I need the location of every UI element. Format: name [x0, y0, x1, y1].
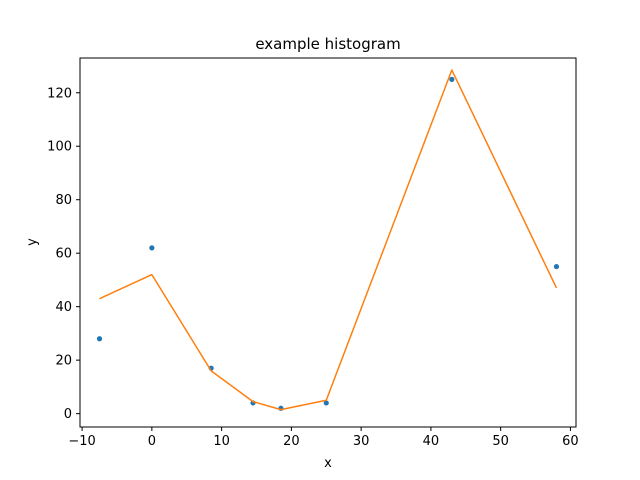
- y-axis-label: y: [25, 238, 40, 246]
- y-tick-label: 20: [55, 354, 72, 369]
- line-series-1: [99, 69, 558, 411]
- x-tick-label: 20: [283, 434, 300, 449]
- x-tick-label: 30: [353, 434, 370, 449]
- plot-area: [96, 69, 560, 411]
- y-tick-label: 40: [55, 300, 72, 315]
- scatter-point: [449, 76, 455, 82]
- x-tick-label: 60: [562, 434, 579, 449]
- y-tick-label: 120: [47, 86, 72, 101]
- y-tick-label: 0: [64, 407, 72, 422]
- scatter-point: [323, 400, 329, 406]
- axes-frame: [79, 57, 577, 428]
- x-axis: −10 0 10 20 30 40 50 60: [68, 427, 579, 449]
- y-tick-label: 80: [55, 193, 72, 208]
- x-tick-label: 0: [148, 434, 156, 449]
- x-tick-label: 50: [492, 434, 509, 449]
- y-tick-label: 60: [55, 247, 72, 262]
- x-tick-label: −10: [68, 434, 95, 449]
- x-tick-label: 40: [423, 434, 440, 449]
- x-tick-label: 10: [213, 434, 230, 449]
- x-axis-label: x: [324, 456, 332, 471]
- scatter-point: [149, 245, 155, 251]
- y-axis: 0 20 40 60 80 100 120: [47, 86, 80, 422]
- y-tick-label: 100: [47, 140, 72, 155]
- chart-title: example histogram: [255, 35, 400, 53]
- scatter-point: [96, 336, 103, 342]
- scatter-point: [553, 263, 560, 270]
